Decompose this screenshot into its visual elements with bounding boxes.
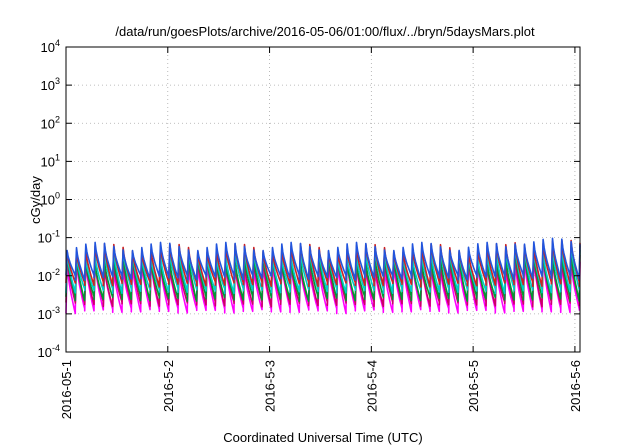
y-tick-label: 10-1 [38,229,60,246]
x-tick-label: 2016-5-5 [466,360,481,412]
x-tick-label: 2016-5-4 [364,360,379,412]
chart-title: /data/run/goesPlots/archive/2016-05-06/0… [115,24,535,39]
y-tick-label: 103 [41,76,60,93]
y-tick-label: 104 [41,38,60,55]
axis-ticks: 104 103 102 101 100 10-1 10-2 10-3 10-42016-05-1… [38,38,583,419]
x-tick-label: 2016-5-2 [161,360,176,412]
y-tick-label: 101 [41,152,60,169]
x-tick-label: 2016-5-3 [263,360,278,412]
y-tick-label: 100 [41,191,60,208]
series-line [65,239,581,288]
y-tick-label: 10-4 [38,343,60,360]
x-tick-label: 2016-5-6 [568,360,583,412]
series-line [65,244,581,295]
series-line [65,249,581,302]
y-axis-label: cGy/day [28,176,43,224]
series-line [65,237,581,281]
y-tick-label: 102 [41,114,60,131]
data-series [65,237,581,315]
x-tick-label: 2016-05-1 [59,360,74,419]
y-tick-label: 10-2 [38,267,60,284]
y-tick-label: 10-3 [38,305,60,322]
x-axis-label: Coordinated Universal Time (UTC) [223,430,422,445]
plot-frame [65,46,581,353]
